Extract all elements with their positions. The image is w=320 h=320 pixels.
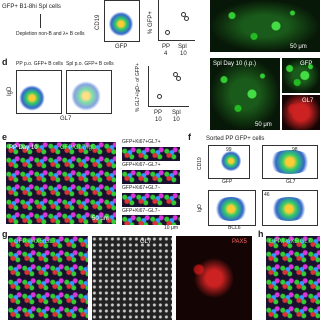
dot [157,94,162,99]
tiles [122,170,180,184]
panel-title: Sorted PP GFP+ cells [206,136,265,142]
axis-label: GL7 [60,116,72,122]
micrograph [210,0,320,52]
axis-label: IgD [197,204,203,212]
axis-label: CD19 [197,157,203,170]
axis-label: % GL7+IgD− of GFP+ [135,62,141,112]
channel: PAX5 [232,239,247,245]
panel-letter: h [258,229,264,239]
density [19,85,45,111]
density [71,81,101,111]
density [221,150,241,172]
scale-label: 50 μm [290,44,307,50]
panel-letter: d [2,57,8,67]
axis-label: GL7 [286,179,296,185]
micrograph [210,58,280,130]
panel-letter: f [188,132,191,142]
density [213,197,249,221]
dot-plot [158,0,195,41]
source-label: GFP+ B1-8hi Spl cells [2,4,61,10]
channel: GL7 [140,239,152,245]
stain: GFP/PAX5/GL7 [14,239,56,245]
gate-value: 98 [292,147,298,153]
flow-plot [262,145,318,179]
scale-label: 50 μm [255,122,272,128]
axis-label: BCL6 [228,225,241,231]
panel-letter: g [2,229,8,239]
tile-label: GFP+Ki67−GL7+ [122,162,161,168]
flow-plot [208,190,256,226]
density [269,197,309,221]
dot [181,12,186,17]
gate-value: 46 [264,192,270,198]
scale-label: 10 μm [164,225,178,231]
arrow [40,14,41,28]
category: PP [154,110,163,116]
dot [165,30,170,35]
tile-label: GFP+Ki67+GL7+ [122,139,161,145]
axis-label: GFP [222,179,233,185]
dot [176,76,181,81]
image-title: Spl Day 10 (i.p.) [213,61,257,67]
tiles [122,215,180,225]
axis-label: IgD [7,86,13,96]
dot [184,16,189,21]
micrograph [92,236,172,320]
flow-plot [208,145,250,179]
density [267,150,313,174]
image-title: PP Day 10 [9,145,38,151]
plot-title: Spl p.o. GFP+ B cells [66,61,114,67]
flow-plot [66,70,112,114]
flow-plot [262,190,318,226]
channel: GFP [300,61,313,67]
panel-letter: e [2,132,8,142]
micrograph [8,236,88,320]
micrograph [176,236,252,320]
category: PP [162,44,171,50]
tiles [122,147,180,161]
scale-label: 50 μm [92,216,109,222]
category: Spl [172,110,181,116]
tile-label: GFP+Ki67−GL7− [122,208,161,214]
tile-label: GFP+Ki67+GL7− [122,185,161,191]
day: 10 [180,51,187,57]
day: 4 [164,51,168,57]
axis-label: % GFP+ [148,11,154,34]
category: Spl [178,44,187,50]
tiles [122,193,180,207]
dot [173,72,178,77]
flow-plot [104,0,140,42]
density [109,11,133,37]
axis-label: CD19 [95,14,101,30]
axis-label: GFP [115,44,128,50]
stain: GFP/GL7/IgD [60,145,97,151]
micrograph [266,236,320,320]
stain: GFP/PAX5/GL7 [269,239,311,245]
flow-plot [16,70,62,114]
micrograph [6,142,116,224]
dot-plot [148,66,189,107]
micrograph [282,58,320,93]
step-label: Depletion non-B and λ+ B cells [16,31,85,37]
day: 10 [173,117,180,123]
channel: GL7 [302,98,314,104]
micrograph [282,95,320,130]
plot-title: PP p.o. GFP+ B cells [16,61,64,67]
day: 10 [155,117,162,123]
gate-value: 99 [226,147,232,153]
